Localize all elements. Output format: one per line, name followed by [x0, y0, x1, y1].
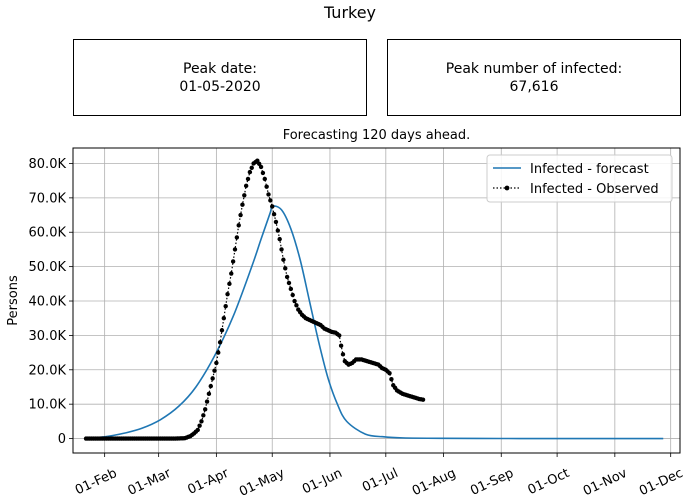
- observed-point: [275, 228, 281, 233]
- x-tick-label: 01-Aug: [410, 466, 458, 499]
- peak-count-box: Peak number of infected: 67,616: [387, 39, 681, 116]
- observed-point: [286, 280, 292, 286]
- y-tick-label: 50.0K: [29, 260, 67, 275]
- y-tick-label: 70.0K: [29, 191, 67, 206]
- observed-point: [337, 333, 342, 338]
- x-tick-label: 01-Apr: [185, 466, 231, 498]
- observed-point: [277, 236, 282, 242]
- legend: Infected - forecast Infected - Observed: [486, 154, 673, 203]
- observed-point: [268, 198, 273, 203]
- observed-point: [245, 176, 251, 182]
- legend-box: [486, 154, 673, 203]
- observed-point: [247, 169, 253, 175]
- y-tick-label: 60.0K: [29, 226, 67, 241]
- observed-point: [208, 383, 213, 389]
- observed-point: [223, 303, 228, 309]
- observed-point: [238, 212, 243, 218]
- observed-point: [284, 274, 290, 280]
- x-tick-label: 01-Nov: [581, 466, 630, 499]
- observed-markers: [83, 158, 426, 441]
- observed-point: [204, 399, 210, 404]
- observed-point: [243, 183, 249, 189]
- y-tick-label: 0: [58, 432, 66, 447]
- observed-point: [229, 271, 234, 276]
- observed-point: [270, 204, 275, 209]
- observed-point: [217, 340, 223, 345]
- y-tick-label: 20.0K: [29, 363, 67, 378]
- observed-point: [389, 377, 394, 382]
- observed-point: [202, 407, 208, 412]
- figure-title: Turkey: [323, 3, 377, 22]
- observed-point: [264, 184, 269, 189]
- peak-count-label: Peak number of infected:: [445, 60, 623, 77]
- y-axis-label: Persons: [6, 275, 21, 326]
- peak-count-value: 67,616: [509, 78, 559, 95]
- observed-point: [258, 164, 264, 170]
- observed-point: [338, 343, 344, 348]
- y-tick-label: 30.0K: [29, 329, 67, 344]
- observed-point: [260, 170, 266, 176]
- observed-point: [420, 397, 426, 402]
- observed-point: [232, 247, 238, 252]
- observed-point: [387, 371, 392, 376]
- observed-point: [262, 176, 267, 182]
- observed-point: [283, 266, 288, 271]
- legend-forecast-label: Infected - forecast: [530, 162, 649, 177]
- x-tick-label: 01-Jun: [300, 466, 345, 497]
- y-tick-label: 40.0K: [29, 295, 67, 310]
- legend-observed-marker: [504, 185, 510, 191]
- peak-date-box: Peak date: 01-05-2020: [73, 39, 367, 116]
- peak-date-label: Peak date:: [183, 60, 257, 77]
- forecast-line: [85, 205, 664, 440]
- x-tick-label: 01-Oct: [526, 466, 572, 498]
- observed-point: [230, 259, 236, 264]
- x-tick-label: 01-Feb: [73, 466, 119, 498]
- observed-point: [206, 391, 212, 397]
- observed-point: [242, 193, 247, 198]
- observed-point: [195, 427, 200, 433]
- observed-point: [221, 316, 227, 321]
- observed-point: [210, 376, 215, 381]
- observed-point: [199, 419, 204, 424]
- x-tick-label: 01-May: [237, 466, 287, 500]
- x-tick-label: 01-Dec: [637, 466, 685, 499]
- observed-point: [288, 286, 294, 292]
- observed-point: [212, 368, 217, 373]
- peak-date-value: 01-05-2020: [179, 78, 261, 95]
- x-tick-label: 01-Sep: [468, 466, 516, 499]
- observed-point: [271, 211, 277, 217]
- observed-line: [86, 159, 424, 440]
- observed-point: [201, 413, 206, 418]
- x-tick-label: 01-Jul: [360, 466, 400, 496]
- y-tick-label: 10.0K: [29, 398, 67, 413]
- observed-point: [294, 303, 299, 308]
- observed-point: [219, 328, 225, 333]
- observed-point: [292, 298, 297, 304]
- x-tick-label: 01-Mar: [126, 466, 174, 499]
- observed-point: [266, 192, 271, 197]
- observed-point: [281, 257, 286, 262]
- series-layer: [83, 158, 664, 441]
- observed-point: [197, 423, 202, 428]
- axis-ticks: 01-Feb 01-Mar 01-Apr 01-May 01-Jun 01-Jul 01-A…: [29, 157, 686, 500]
- observed-point: [279, 247, 284, 252]
- plot-frame: [72, 147, 681, 454]
- y-tick-label: 80.0K: [29, 157, 67, 172]
- observed-point: [214, 360, 219, 366]
- observed-point: [236, 223, 241, 228]
- observed-point: [225, 291, 230, 297]
- observed-point: [273, 219, 279, 225]
- chart-subtitle: Forecasting 120 days ahead.: [282, 128, 471, 143]
- observed-point: [249, 165, 254, 170]
- observed-point: [340, 352, 346, 357]
- observed-point: [234, 235, 240, 240]
- observed-point: [240, 202, 245, 207]
- observed-point: [227, 281, 232, 287]
- observed-point: [290, 292, 295, 298]
- legend-observed-label: Infected - Observed: [530, 182, 659, 197]
- observed-point: [216, 350, 221, 355]
